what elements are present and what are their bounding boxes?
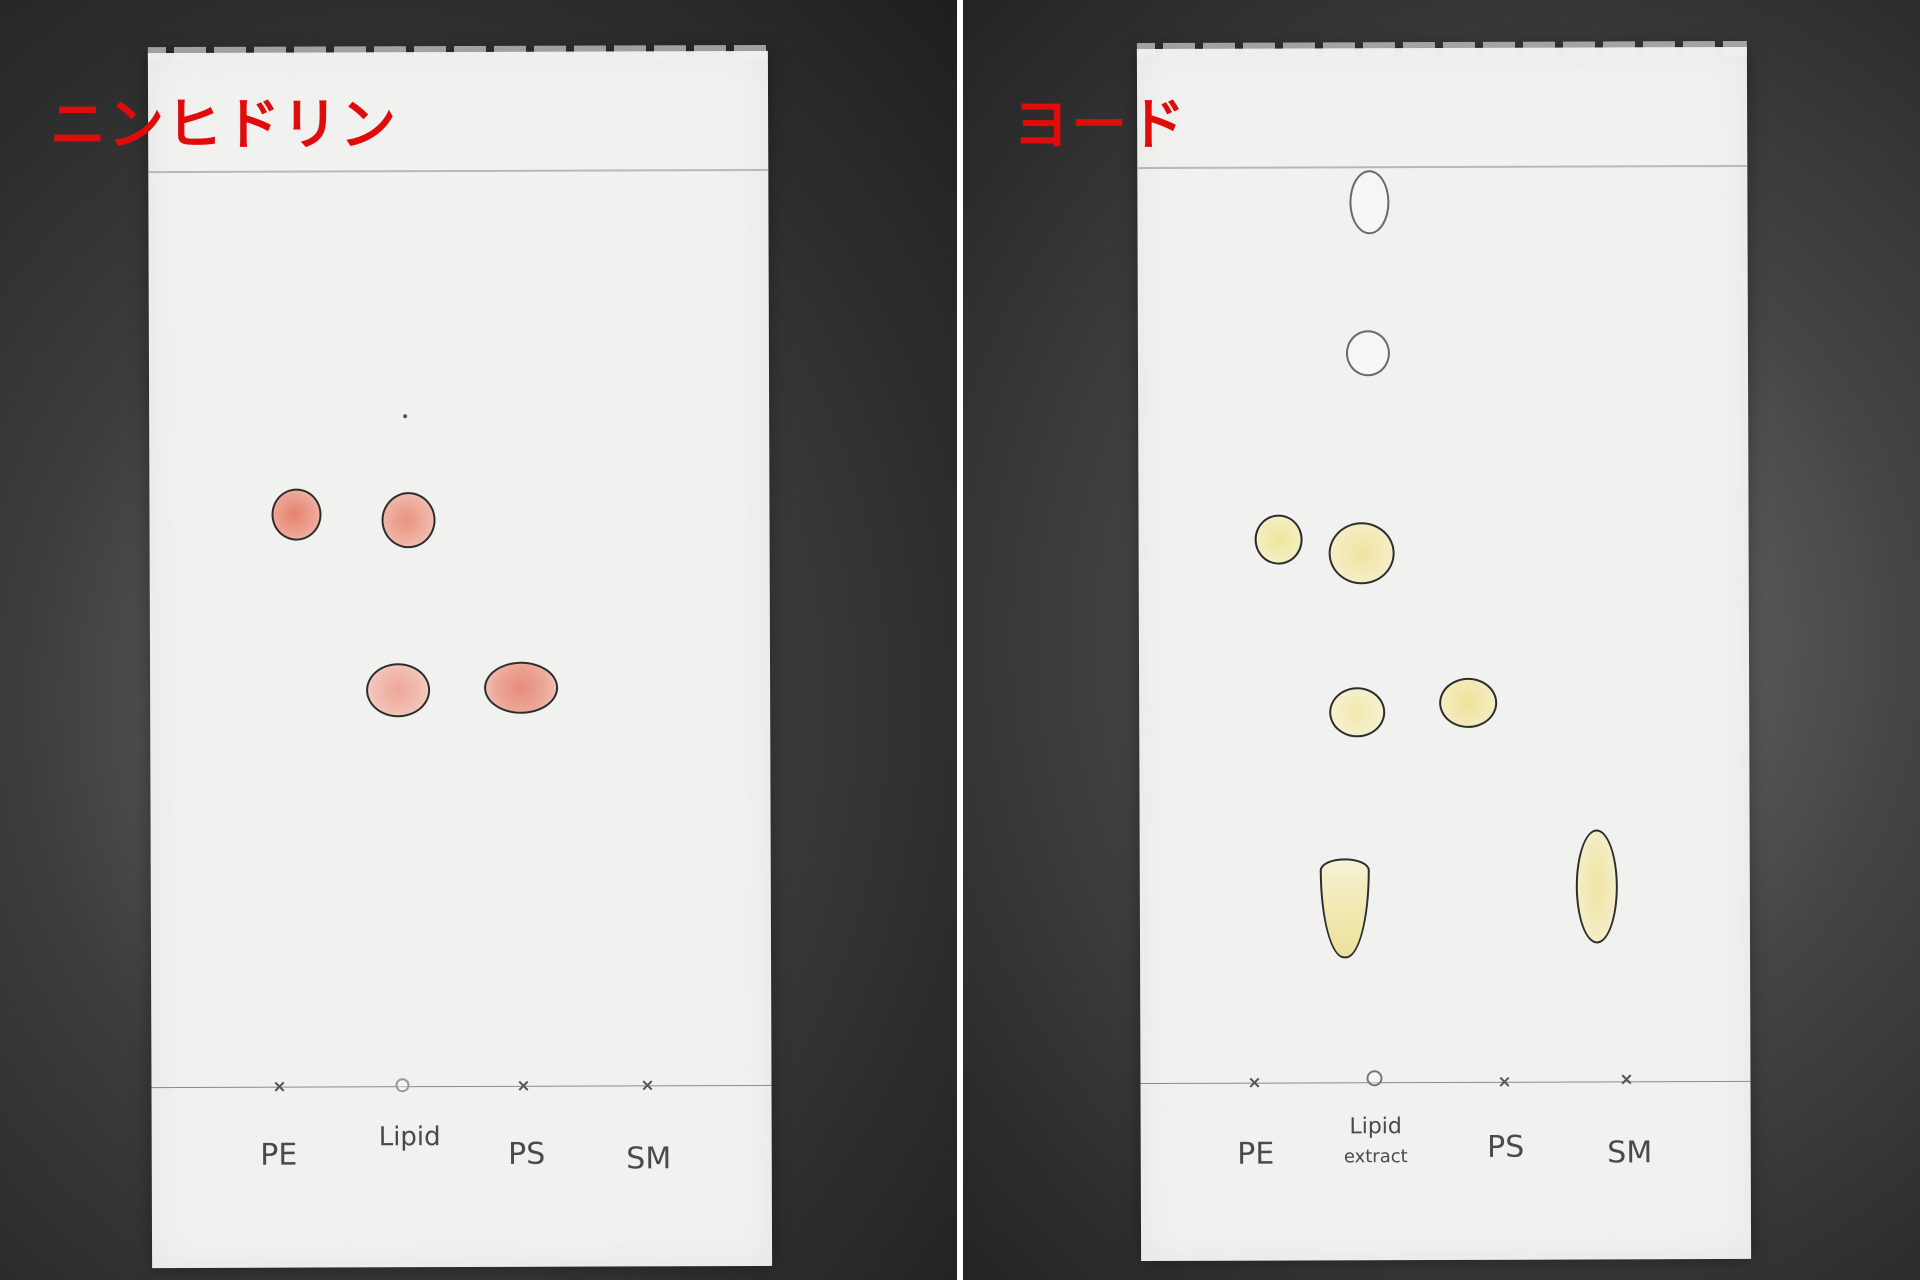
spot-ps-iodine: [1439, 677, 1498, 729]
solvent-front-line: [148, 168, 769, 174]
iodine-photo-panel: PE Lipid extract PS SM ヨード: [963, 0, 1920, 1280]
lane-label-pe: PE: [1237, 1136, 1275, 1172]
origin-mark-lipid: [395, 1078, 410, 1093]
spot-pe-iodine: [1254, 514, 1303, 565]
lane-label-lipid: Lipid extract: [1321, 1112, 1431, 1172]
origin-mark-lipid: [1366, 1070, 1383, 1087]
lane-label-ps: PS: [1487, 1129, 1525, 1165]
pencil-dot: [403, 414, 408, 419]
origin-mark-sm: [1620, 1073, 1632, 1085]
lane-label-lipid-line2: extract: [1343, 1146, 1408, 1168]
spot-lipid-middle-iodine: [1328, 522, 1395, 585]
spot-lipid-upper-ninhydrin: [381, 492, 436, 549]
spot-pe-ninhydrin: [271, 488, 322, 541]
lane-label-sm: SM: [626, 1141, 672, 1177]
lane-label-lipid: Lipid: [378, 1122, 441, 1153]
lane-label-sm: SM: [1607, 1135, 1653, 1171]
origin-mark-ps: [517, 1080, 529, 1092]
solvent-front-line: [1137, 164, 1748, 170]
spot-lipid-bottom-iodine: [1319, 858, 1371, 959]
origin-line: [1140, 1080, 1751, 1085]
stain-label-iodine: ヨード: [1013, 93, 1187, 158]
spot-lipid-lower-ninhydrin: [366, 663, 431, 718]
lane-label-pe: PE: [260, 1137, 298, 1173]
spot-lipid-second-iodine: [1345, 330, 1391, 377]
origin-mark-ps: [1498, 1076, 1510, 1088]
origin-mark-pe: [273, 1081, 285, 1093]
spot-ps-ninhydrin: [484, 661, 559, 714]
spot-sm-iodine: [1575, 829, 1619, 944]
origin-line: [151, 1084, 772, 1089]
panel-divider: [957, 0, 963, 1280]
lane-label-ps: PS: [508, 1136, 546, 1172]
stain-label-ninhydrin: ニンヒドリン: [50, 93, 398, 158]
spot-lipid-lower-iodine: [1329, 687, 1386, 738]
spot-lipid-top-iodine: [1349, 170, 1390, 235]
ninhydrin-photo-panel: PE Lipid PS SM ニンヒドリン: [0, 0, 957, 1280]
lane-label-lipid-line1: Lipid: [1349, 1114, 1402, 1140]
tlc-plate-iodine: PE Lipid extract PS SM: [1136, 46, 1752, 1262]
origin-mark-sm: [641, 1079, 653, 1091]
origin-mark-pe: [1248, 1077, 1260, 1089]
tlc-plate-ninhydrin: PE Lipid PS SM: [147, 50, 773, 1269]
